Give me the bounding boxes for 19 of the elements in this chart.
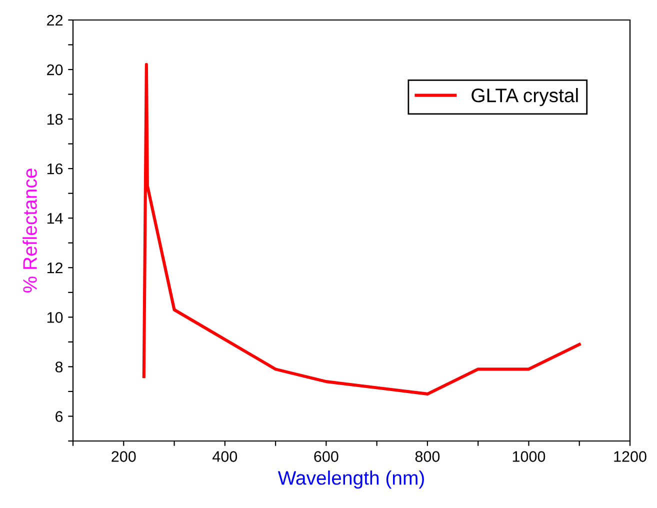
x-axis-title: Wavelength (nm): [278, 470, 424, 489]
x-tick-label: 200: [112, 451, 136, 462]
y-tick-label: 16: [47, 163, 63, 174]
y-tick-label: 14: [47, 213, 63, 224]
x-tick-label: 600: [314, 451, 338, 462]
x-tick-label: 1200: [614, 451, 646, 462]
x-tick-label: 800: [415, 451, 440, 462]
line-series: [142, 63, 581, 396]
x-tick-label: 400: [212, 451, 238, 462]
y-axis-title: % Reflectance: [22, 168, 37, 292]
legend-label: GLTA crystal: [472, 88, 578, 106]
y-tick-label: 12: [47, 262, 63, 274]
y-tick-label: 10: [47, 312, 63, 323]
y-tick-label: 8: [55, 362, 63, 372]
y-tick-label: 6: [56, 411, 63, 422]
y-tick-label: 22: [47, 14, 63, 26]
y-tick-label: 20: [47, 64, 63, 76]
x-tick-label: 1000: [512, 451, 546, 462]
y-tick-label: 18: [47, 114, 63, 125]
